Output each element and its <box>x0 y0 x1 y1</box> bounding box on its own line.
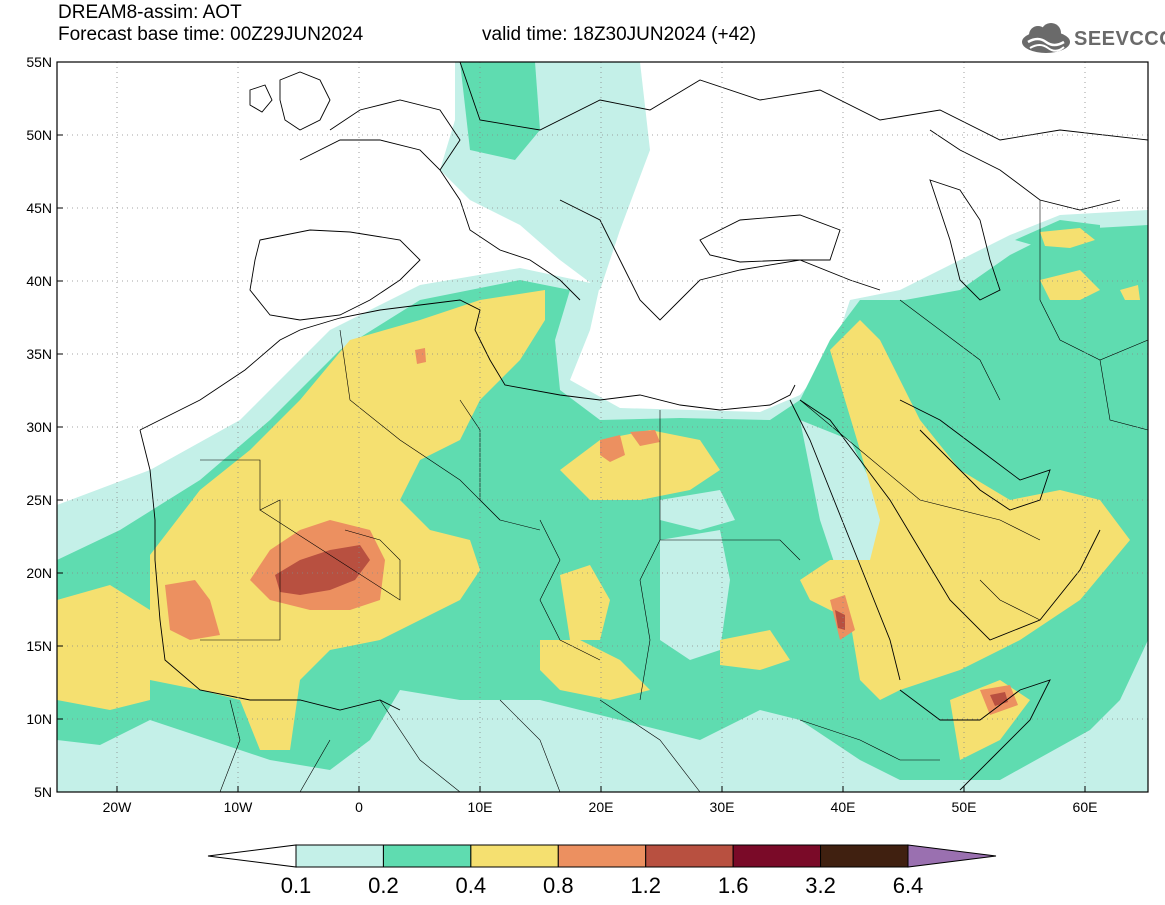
lon-label: 20W <box>103 799 133 815</box>
colorbar-label: 0.8 <box>543 873 574 898</box>
colorbar-segment <box>820 844 909 868</box>
colorbar-over-arrow <box>907 844 997 868</box>
coastlines <box>139 62 1148 791</box>
lat-label: 50N <box>26 127 52 143</box>
colorbar-segment <box>732 844 822 868</box>
cloud-icon <box>1022 23 1070 53</box>
colorbar-label: 0.1 <box>281 873 312 898</box>
aot-contour-0.4 <box>150 290 545 750</box>
colorbar-segment <box>295 844 384 868</box>
lat-label: 10N <box>26 711 52 727</box>
country-borders <box>200 200 1148 792</box>
colorbar-label: 0.4 <box>456 873 487 898</box>
forecast-base-time: Forecast base time: 00Z29JUN2024 <box>58 24 364 45</box>
lat-label: 25N <box>26 492 52 508</box>
lon-label: 10E <box>468 799 493 815</box>
lat-label: 40N <box>26 273 52 289</box>
colorbar-segment <box>382 844 472 868</box>
latitude-labels: 55N 50N 45N 40N 35N 30N 25N 20N 15N 10N … <box>26 54 52 800</box>
colorbar-segment <box>557 844 647 868</box>
lon-label: 50E <box>952 799 977 815</box>
lon-label: 10W <box>224 799 254 815</box>
colorbar-label: 3.2 <box>805 873 836 898</box>
valid-time: valid time: 18Z30JUN2024 (+42) <box>482 24 757 45</box>
lon-label: 40E <box>831 799 856 815</box>
title-block: DREAM8-assim: AOT Forecast base time: 00… <box>58 2 363 46</box>
graticule <box>57 62 1148 792</box>
colorbar-segment <box>470 844 559 868</box>
tick-marks <box>57 61 1086 792</box>
colorbar-label: 0.2 <box>368 873 399 898</box>
lat-label: 45N <box>26 200 52 216</box>
lon-label: 0 <box>355 799 363 815</box>
seevccc-logo: SEEVCCC <box>1018 22 1165 58</box>
lon-label: 30E <box>710 799 735 815</box>
colorbar-label: 1.6 <box>718 873 749 898</box>
lon-label: 60E <box>1073 799 1098 815</box>
aot-field <box>57 62 1148 792</box>
lat-label: 20N <box>26 565 52 581</box>
colorbar-label: 6.4 <box>893 873 924 898</box>
longitude-labels: 20W 10W 0 10E 20E 30E 40E 50E 60E <box>103 799 1098 815</box>
colorbar-segment <box>645 844 734 868</box>
colorbar-under-arrow <box>207 844 297 868</box>
lat-label: 35N <box>26 346 52 362</box>
aot-contour-1.2 <box>275 545 370 595</box>
lon-label: 20E <box>589 799 614 815</box>
lat-label: 30N <box>26 419 52 435</box>
map-title: DREAM8-assim: AOT <box>58 2 242 23</box>
lat-label: 5N <box>34 784 52 800</box>
logo-text: SEEVCCC <box>1074 28 1165 50</box>
colorbar-label: 1.2 <box>630 873 661 898</box>
lat-label: 15N <box>26 638 52 654</box>
colorbar: 0.1 0.2 0.4 0.8 1.2 1.6 3.2 6.4 <box>207 844 997 898</box>
lat-label: 55N <box>26 54 52 70</box>
